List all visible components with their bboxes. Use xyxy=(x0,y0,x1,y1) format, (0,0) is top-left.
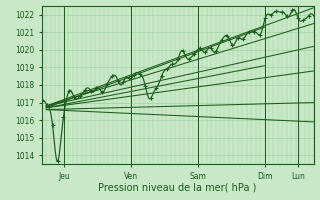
X-axis label: Pression niveau de la mer( hPa ): Pression niveau de la mer( hPa ) xyxy=(99,182,257,192)
